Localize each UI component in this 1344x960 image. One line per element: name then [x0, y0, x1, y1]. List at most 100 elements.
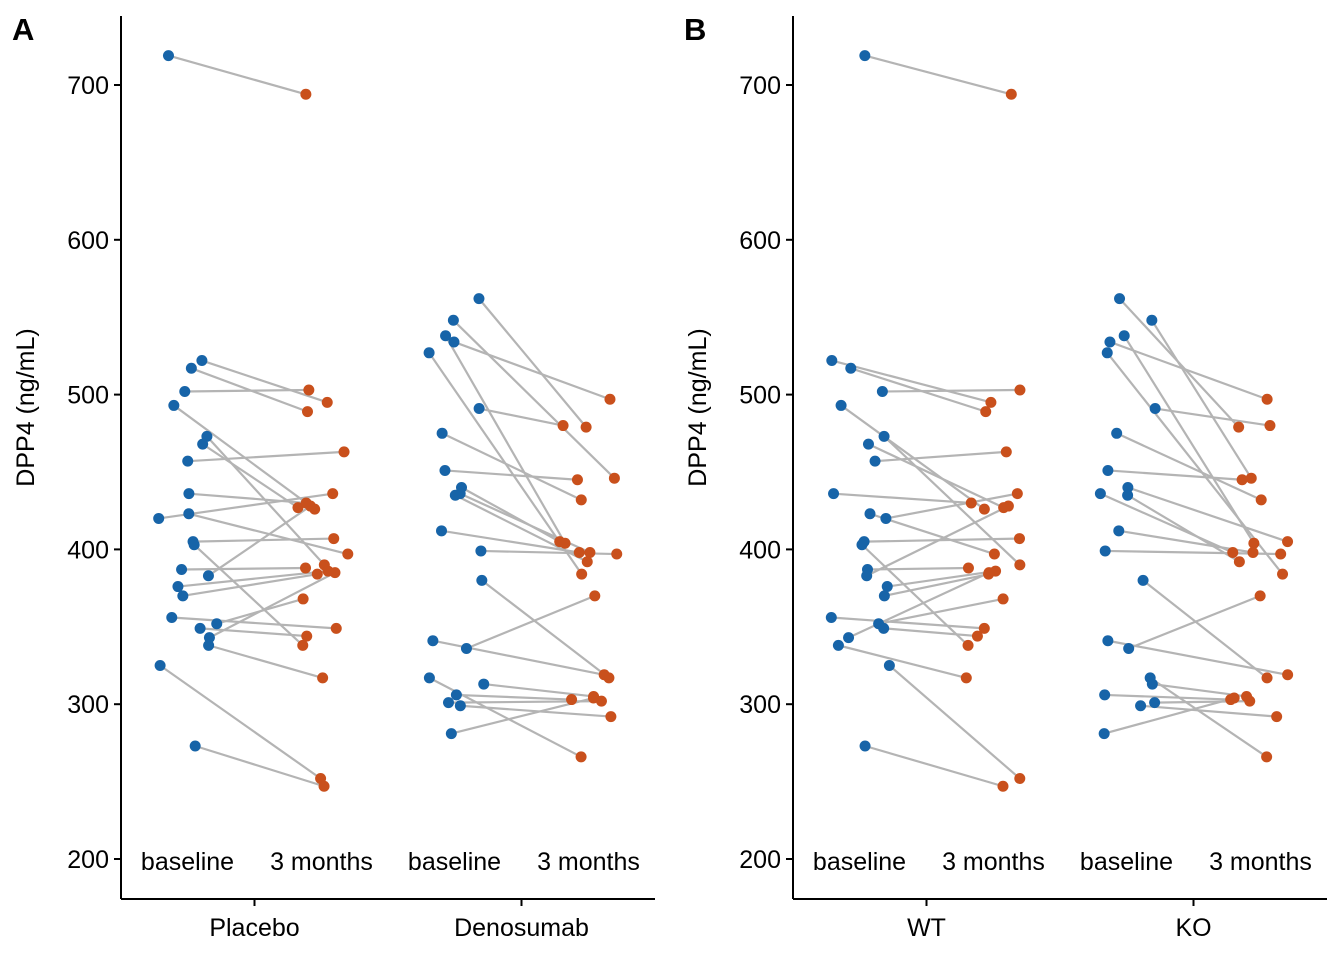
- pair-line: [885, 492, 1018, 520]
- connector-lines: [158, 54, 349, 788]
- timepoint-label: baseline: [141, 848, 234, 876]
- followup-point: [971, 630, 983, 642]
- baseline-point: [859, 740, 871, 752]
- pair-line: [1140, 704, 1277, 718]
- connector-lines: [428, 297, 617, 758]
- pair-line: [838, 644, 967, 679]
- followup-point: [317, 672, 329, 684]
- followup-point: [1282, 669, 1294, 681]
- followup-point: [962, 562, 974, 574]
- followup-point: [1254, 590, 1266, 602]
- baseline-point: [439, 464, 451, 476]
- followup-point: [1227, 546, 1239, 558]
- pair-line: [861, 543, 969, 647]
- followup-point: [988, 548, 1000, 560]
- pair-line: [1142, 579, 1268, 679]
- baseline-point: [172, 581, 184, 593]
- pair-line: [184, 388, 309, 393]
- followup-point: [1261, 393, 1273, 405]
- baseline-point: [1102, 635, 1114, 647]
- baseline-point: [183, 488, 195, 500]
- baseline-point: [1122, 489, 1134, 501]
- timepoint-label: 3 months: [270, 848, 373, 876]
- followup-point: [575, 751, 587, 763]
- baseline-point: [1135, 700, 1147, 712]
- followup-point: [297, 593, 309, 605]
- baseline-point: [185, 362, 197, 374]
- followup-point: [983, 567, 995, 579]
- followup-point: [1247, 546, 1259, 558]
- pair-line: [483, 682, 594, 698]
- baseline-point: [1104, 336, 1116, 348]
- y-tick-label: 400: [67, 536, 109, 564]
- followup-point: [330, 622, 342, 634]
- baseline-point: [1098, 728, 1110, 740]
- baseline-point: [864, 508, 876, 520]
- followup-point: [301, 630, 313, 642]
- pair-line: [1109, 340, 1268, 401]
- baseline-point: [449, 489, 461, 501]
- baseline-point: [1149, 403, 1161, 415]
- baseline-point: [869, 455, 881, 467]
- baseline-point: [202, 570, 214, 582]
- followup-point: [997, 780, 1009, 792]
- pair-line: [193, 543, 304, 647]
- baseline-point: [883, 660, 895, 671]
- baseline-point: [182, 455, 194, 467]
- x-tick-label: KO: [1175, 914, 1211, 942]
- pair-line: [882, 388, 1020, 393]
- followup-point: [573, 546, 585, 558]
- pair-line: [159, 664, 322, 780]
- baseline-point: [177, 590, 189, 602]
- followup-point: [1244, 695, 1256, 707]
- baseline-point: [478, 678, 490, 690]
- baseline-point: [454, 700, 466, 712]
- followup-point: [1000, 446, 1012, 458]
- followup-point: [329, 567, 341, 579]
- followup-point: [1261, 672, 1273, 684]
- baseline-point: [473, 293, 485, 305]
- followup-point: [566, 694, 578, 706]
- group-ko: KO baseline 3 months: [1080, 293, 1312, 942]
- followup-point: [960, 672, 972, 684]
- followup-point: [311, 568, 323, 580]
- baseline-point: [876, 386, 888, 398]
- pair-line: [177, 569, 329, 588]
- pair-line: [187, 450, 345, 463]
- pair-line: [193, 537, 334, 543]
- pair-line: [202, 443, 299, 509]
- baseline-point: [832, 639, 844, 651]
- y-tick-label: 200: [739, 846, 781, 874]
- panel-label: A: [12, 12, 34, 47]
- followup-point: [318, 780, 330, 792]
- followup-point: [321, 396, 333, 408]
- baseline-point: [203, 639, 215, 651]
- pair-line: [1128, 594, 1261, 650]
- followup-point: [304, 500, 316, 512]
- followup-point: [571, 474, 583, 486]
- x-tick-label: Placebo: [209, 914, 299, 942]
- followup-point: [1248, 537, 1260, 549]
- baseline-point: [154, 660, 166, 671]
- baseline-point: [881, 581, 893, 593]
- followup-point: [1011, 488, 1023, 500]
- baseline-point: [1146, 678, 1158, 690]
- group-placebo: Placebo baseline 3 months: [141, 50, 373, 942]
- baseline-point: [168, 399, 180, 411]
- y-tick-label: 500: [67, 382, 109, 410]
- followup-point: [997, 593, 1009, 605]
- followup-point: [576, 568, 588, 580]
- baseline-point: [843, 632, 855, 644]
- followup-point: [297, 639, 309, 651]
- baseline-point: [878, 430, 890, 442]
- followup-point: [1277, 568, 1289, 580]
- y-tick-label: 300: [739, 691, 781, 719]
- baseline-point: [179, 386, 191, 398]
- pair-line: [1116, 432, 1262, 501]
- pair-line: [1149, 676, 1268, 758]
- baseline-point: [436, 427, 448, 439]
- pair-line: [1106, 352, 1284, 575]
- baseline-point: [1101, 347, 1113, 359]
- baseline-point: [828, 488, 840, 500]
- followup-point: [301, 406, 313, 418]
